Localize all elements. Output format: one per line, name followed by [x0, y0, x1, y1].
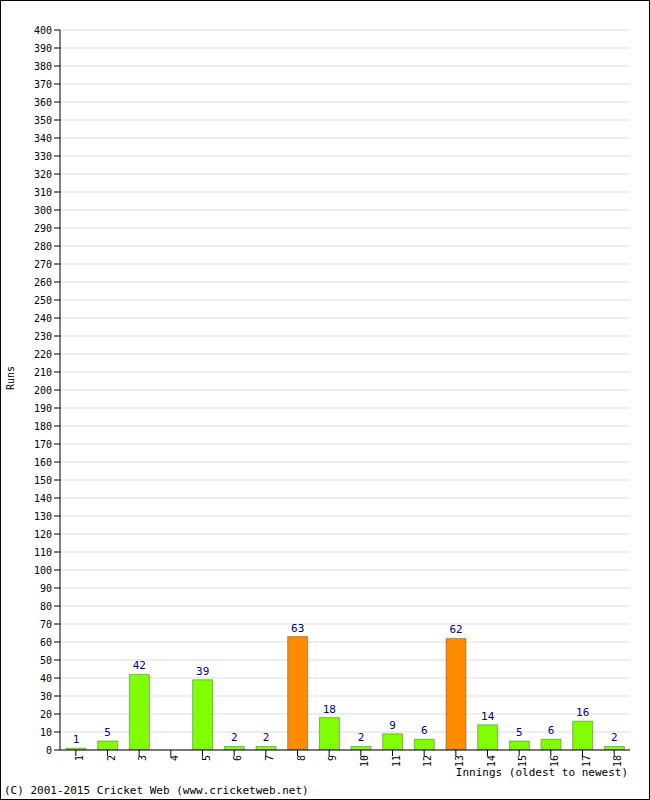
- html-text:Innings (oldest to newest): Innings (oldest to newest): [455, 766, 628, 779]
- svg-text:16: 16: [576, 706, 589, 719]
- svg-text:2: 2: [231, 731, 238, 744]
- svg-text:4: 4: [169, 755, 180, 761]
- svg-text:250: 250: [34, 295, 52, 306]
- svg-text:17: 17: [581, 755, 592, 767]
- svg-text:160: 160: [34, 457, 52, 468]
- svg-text:9: 9: [327, 755, 338, 761]
- svg-text:60: 60: [40, 637, 52, 648]
- svg-text:90: 90: [40, 583, 52, 594]
- svg-text:6: 6: [232, 755, 243, 761]
- svg-text:290: 290: [34, 223, 52, 234]
- svg-text:110: 110: [34, 547, 52, 558]
- svg-text:2: 2: [263, 731, 270, 744]
- svg-text:330: 330: [34, 151, 52, 162]
- svg-text:Runs: Runs: [8, 366, 16, 390]
- svg-text:7: 7: [264, 755, 275, 761]
- svg-text:5: 5: [516, 726, 523, 739]
- svg-text:100: 100: [34, 565, 52, 576]
- svg-text:20: 20: [40, 709, 52, 720]
- svg-text:390: 390: [34, 43, 52, 54]
- svg-text:6: 6: [421, 724, 428, 737]
- svg-text:120: 120: [34, 529, 52, 540]
- svg-text:0: 0: [46, 745, 52, 756]
- svg-text:190: 190: [34, 403, 52, 414]
- svg-text:50: 50: [40, 655, 52, 666]
- svg-text:400: 400: [34, 25, 52, 36]
- svg-text:18: 18: [323, 703, 336, 716]
- svg-text:270: 270: [34, 259, 52, 270]
- svg-text:130: 130: [34, 511, 52, 522]
- svg-text:6: 6: [548, 724, 555, 737]
- svg-text:42: 42: [133, 659, 146, 672]
- svg-text:14: 14: [481, 710, 495, 723]
- svg-text:5: 5: [104, 726, 111, 739]
- svg-text:15: 15: [517, 755, 528, 767]
- svg-text:340: 340: [34, 133, 52, 144]
- svg-text:200: 200: [34, 385, 52, 396]
- svg-text:10: 10: [40, 727, 52, 738]
- svg-text:350: 350: [34, 115, 52, 126]
- svg-text:2: 2: [106, 755, 117, 761]
- html-text:(C) 2001-2015 Cricket Web (www: (C) 2001-2015 Cricket Web (www.cricketwe…: [4, 784, 309, 797]
- svg-text:220: 220: [34, 349, 52, 360]
- svg-text:30: 30: [40, 691, 52, 702]
- svg-text:300: 300: [34, 205, 52, 216]
- svg-text:140: 140: [34, 493, 52, 504]
- svg-text:2: 2: [611, 731, 618, 744]
- svg-text:13: 13: [454, 755, 465, 767]
- svg-text:150: 150: [34, 475, 52, 486]
- svg-text:370: 370: [34, 79, 52, 90]
- svg-text:170: 170: [34, 439, 52, 450]
- svg-text:3: 3: [137, 755, 148, 761]
- svg-text:11: 11: [391, 755, 402, 767]
- svg-text:240: 240: [34, 313, 52, 324]
- svg-text:80: 80: [40, 601, 52, 612]
- svg-text:40: 40: [40, 673, 52, 684]
- svg-text:18: 18: [612, 755, 623, 767]
- svg-text:230: 230: [34, 331, 52, 342]
- svg-text:1: 1: [73, 733, 80, 746]
- svg-text:12: 12: [422, 755, 433, 767]
- svg-text:360: 360: [34, 97, 52, 108]
- svg-text:260: 260: [34, 277, 52, 288]
- svg-text:8: 8: [296, 755, 307, 761]
- svg-text:39: 39: [196, 665, 209, 678]
- svg-text:62: 62: [449, 623, 462, 636]
- svg-text:10: 10: [359, 755, 370, 767]
- svg-text:5: 5: [201, 755, 212, 761]
- svg-text:320: 320: [34, 169, 52, 180]
- svg-text:310: 310: [34, 187, 52, 198]
- svg-text:280: 280: [34, 241, 52, 252]
- svg-text:63: 63: [291, 622, 304, 635]
- svg-text:70: 70: [40, 619, 52, 630]
- svg-text:14: 14: [486, 755, 497, 767]
- svg-text:1: 1: [74, 755, 85, 761]
- svg-text:180: 180: [34, 421, 52, 432]
- svg-text:16: 16: [549, 755, 560, 767]
- svg-text:210: 210: [34, 367, 52, 378]
- svg-text:9: 9: [389, 719, 396, 732]
- svg-text:380: 380: [34, 61, 52, 72]
- svg-text:2: 2: [358, 731, 365, 744]
